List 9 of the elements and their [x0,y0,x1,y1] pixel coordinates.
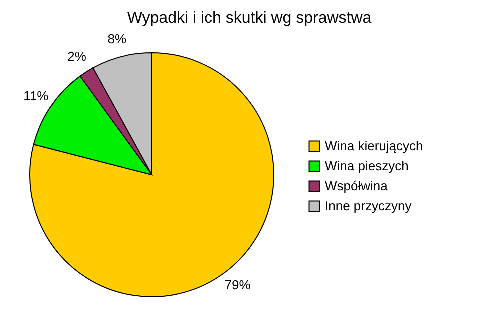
data-label: 2% [68,48,87,64]
legend-label: Współwina [325,178,389,194]
legend-label: Wina kierujących [325,138,424,154]
data-label: 79% [224,278,252,293]
data-label: 11% [24,88,50,104]
data-label: 8% [108,31,128,46]
legend-label: Inne przyczyny [325,198,412,214]
chart-title: Wypadki i ich skutki wg sprawstwa [127,10,372,27]
legend-label: Wina pieszych [325,158,409,174]
